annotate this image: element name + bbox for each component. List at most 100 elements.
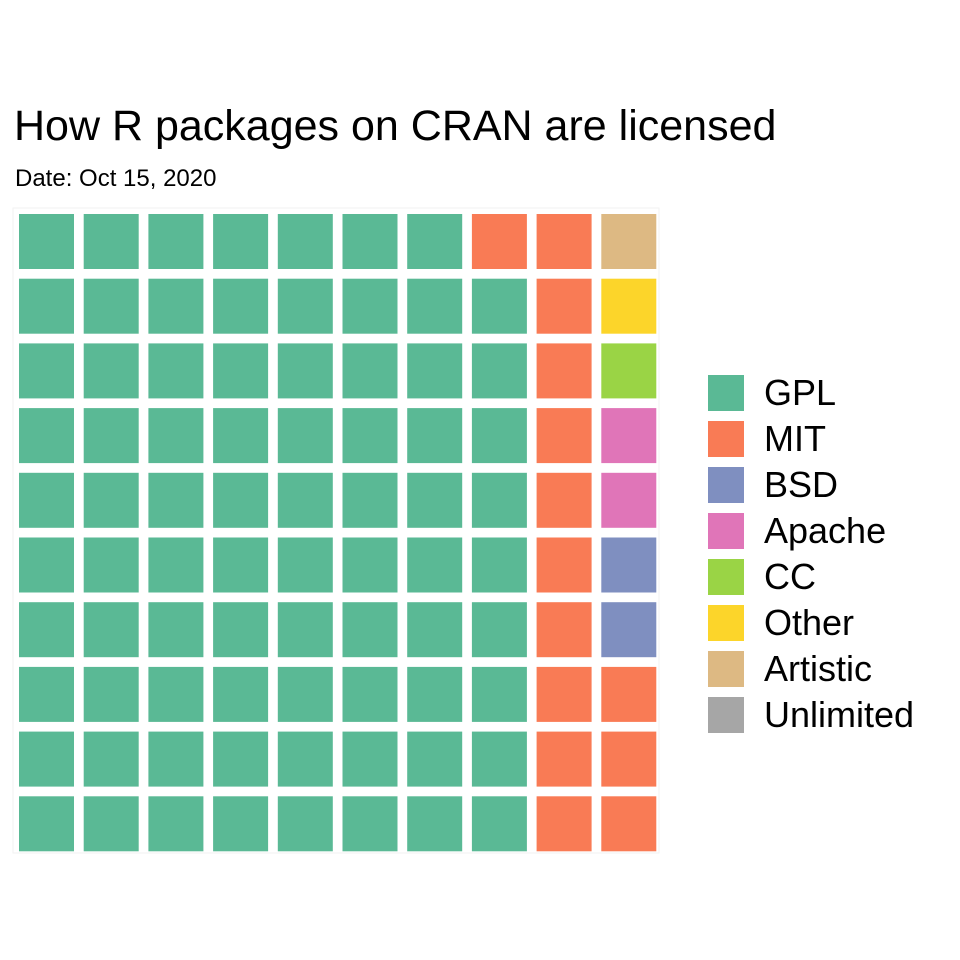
legend-swatch-other <box>708 605 744 641</box>
waffle-cell-gpl-c3-r2 <box>148 278 204 334</box>
waffle-cell-mit-c9-r2 <box>536 278 592 334</box>
legend-label-unlimited: Unlimited <box>764 694 915 735</box>
waffle-cell-gpl-c3-r5 <box>148 472 204 528</box>
legend-item-gpl: GPL <box>708 370 948 416</box>
waffle-cell-gpl-c1-r5 <box>19 472 74 528</box>
waffle-cell-mit-c9-r4 <box>536 408 592 464</box>
waffle-cell-gpl-c1-r10 <box>19 796 74 852</box>
waffle-cell-gpl-c8-r2 <box>471 278 527 334</box>
waffle-cell-gpl-c2-r8 <box>83 666 139 722</box>
legend-item-unlimited: Unlimited <box>708 692 948 738</box>
waffle-cell-mit-c10-r9 <box>601 731 657 787</box>
legend-label-other: Other <box>764 602 855 643</box>
waffle-cell-gpl-c8-r5 <box>471 472 527 528</box>
waffle-cell-gpl-c7-r5 <box>407 472 463 528</box>
waffle-cell-gpl-c6-r5 <box>342 472 398 528</box>
waffle-cell-gpl-c3-r8 <box>148 666 204 722</box>
waffle-cell-gpl-c6-r6 <box>342 537 398 593</box>
waffle-cell-gpl-c8-r4 <box>471 408 527 464</box>
waffle-cell-mit-c9-r8 <box>536 666 592 722</box>
waffle-cell-gpl-c3-r1 <box>148 214 204 269</box>
waffle-cell-gpl-c1-r4 <box>19 408 74 464</box>
legend-label-cc: CC <box>764 556 816 597</box>
waffle-cell-gpl-c2-r4 <box>83 408 139 464</box>
waffle-cell-gpl-c7-r6 <box>407 537 463 593</box>
waffle-cell-cc-c10-r3 <box>601 343 657 399</box>
waffle-cell-gpl-c2-r10 <box>83 796 139 852</box>
waffle-cell-artistic-c10-r1 <box>601 214 657 269</box>
waffle-cell-gpl-c1-r2 <box>19 278 74 334</box>
waffle-cell-gpl-c3-r6 <box>148 537 204 593</box>
waffle-cell-gpl-c8-r7 <box>471 602 527 658</box>
waffle-cell-gpl-c8-r6 <box>471 537 527 593</box>
waffle-cell-gpl-c1-r9 <box>19 731 74 787</box>
waffle-cell-gpl-c4-r10 <box>213 796 269 852</box>
waffle-cell-gpl-c3-r7 <box>148 602 204 658</box>
waffle-cell-gpl-c3-r9 <box>148 731 204 787</box>
legend-item-mit: MIT <box>708 416 948 462</box>
waffle-cell-gpl-c4-r4 <box>213 408 269 464</box>
legend: GPL MIT BSD Apache CC Other Artistic Unl… <box>708 370 948 738</box>
waffle-cell-gpl-c7-r4 <box>407 408 463 464</box>
waffle-cell-gpl-c4-r5 <box>213 472 269 528</box>
waffle-cell-gpl-c8-r3 <box>471 343 527 399</box>
waffle-cell-gpl-c4-r7 <box>213 602 269 658</box>
waffle-cell-gpl-c6-r1 <box>342 214 398 269</box>
waffle-cell-gpl-c7-r7 <box>407 602 463 658</box>
waffle-cell-mit-c9-r7 <box>536 602 592 658</box>
waffle-cell-gpl-c4-r9 <box>213 731 269 787</box>
waffle-cell-gpl-c3-r3 <box>148 343 204 399</box>
waffle-cell-gpl-c5-r5 <box>277 472 333 528</box>
waffle-cell-gpl-c4-r6 <box>213 537 269 593</box>
waffle-cell-gpl-c7-r3 <box>407 343 463 399</box>
waffle-cell-gpl-c2-r9 <box>83 731 139 787</box>
waffle-cell-gpl-c5-r6 <box>277 537 333 593</box>
waffle-cell-mit-c9-r5 <box>536 472 592 528</box>
waffle-cell-gpl-c3-r4 <box>148 408 204 464</box>
waffle-cell-gpl-c7-r10 <box>407 796 463 852</box>
waffle-cell-gpl-c5-r1 <box>277 214 333 269</box>
waffle-cell-gpl-c2-r3 <box>83 343 139 399</box>
waffle-cell-gpl-c1-r6 <box>19 537 74 593</box>
legend-swatch-unlimited <box>708 697 744 733</box>
waffle-cell-gpl-c7-r9 <box>407 731 463 787</box>
waffle-cell-mit-c9-r10 <box>536 796 592 852</box>
waffle-cell-gpl-c3-r10 <box>148 796 204 852</box>
waffle-cell-gpl-c1-r8 <box>19 666 74 722</box>
waffle-cell-other-c10-r2 <box>601 278 657 334</box>
waffle-cell-gpl-c5-r8 <box>277 666 333 722</box>
waffle-cell-gpl-c5-r3 <box>277 343 333 399</box>
legend-item-bsd: BSD <box>708 462 948 508</box>
waffle-cell-gpl-c2-r2 <box>83 278 139 334</box>
legend-swatch-mit <box>708 421 744 457</box>
waffle-cell-gpl-c5-r2 <box>277 278 333 334</box>
waffle-cell-gpl-c1-r7 <box>19 602 74 658</box>
waffle-cell-gpl-c5-r7 <box>277 602 333 658</box>
waffle-chart <box>12 207 662 855</box>
legend-swatch-bsd <box>708 467 744 503</box>
waffle-cell-mit-c9-r3 <box>536 343 592 399</box>
legend-label-apache: Apache <box>764 510 887 551</box>
legend-item-apache: Apache <box>708 508 948 554</box>
waffle-cell-gpl-c6-r8 <box>342 666 398 722</box>
waffle-cell-gpl-c6-r3 <box>342 343 398 399</box>
legend-swatch-artistic <box>708 651 744 687</box>
waffle-cell-gpl-c2-r6 <box>83 537 139 593</box>
waffle-cell-gpl-c2-r1 <box>83 214 139 269</box>
legend-item-artistic: Artistic <box>708 646 948 692</box>
legend-label-gpl: GPL <box>764 372 837 413</box>
legend-label-mit: MIT <box>764 418 826 459</box>
waffle-cell-gpl-c7-r1 <box>407 214 463 269</box>
waffle-cell-gpl-c6-r4 <box>342 408 398 464</box>
legend-item-cc: CC <box>708 554 948 600</box>
waffle-cell-gpl-c4-r3 <box>213 343 269 399</box>
waffle-cell-gpl-c8-r8 <box>471 666 527 722</box>
waffle-cell-gpl-c1-r1 <box>19 214 74 269</box>
waffle-cell-mit-c10-r8 <box>601 666 657 722</box>
waffle-cell-mit-c8-r1 <box>471 214 527 269</box>
waffle-cell-gpl-c5-r9 <box>277 731 333 787</box>
waffle-cell-bsd-c10-r7 <box>601 602 657 658</box>
waffle-cell-mit-c9-r1 <box>536 214 592 269</box>
legend-label-artistic: Artistic <box>764 648 872 689</box>
waffle-cell-gpl-c6-r2 <box>342 278 398 334</box>
